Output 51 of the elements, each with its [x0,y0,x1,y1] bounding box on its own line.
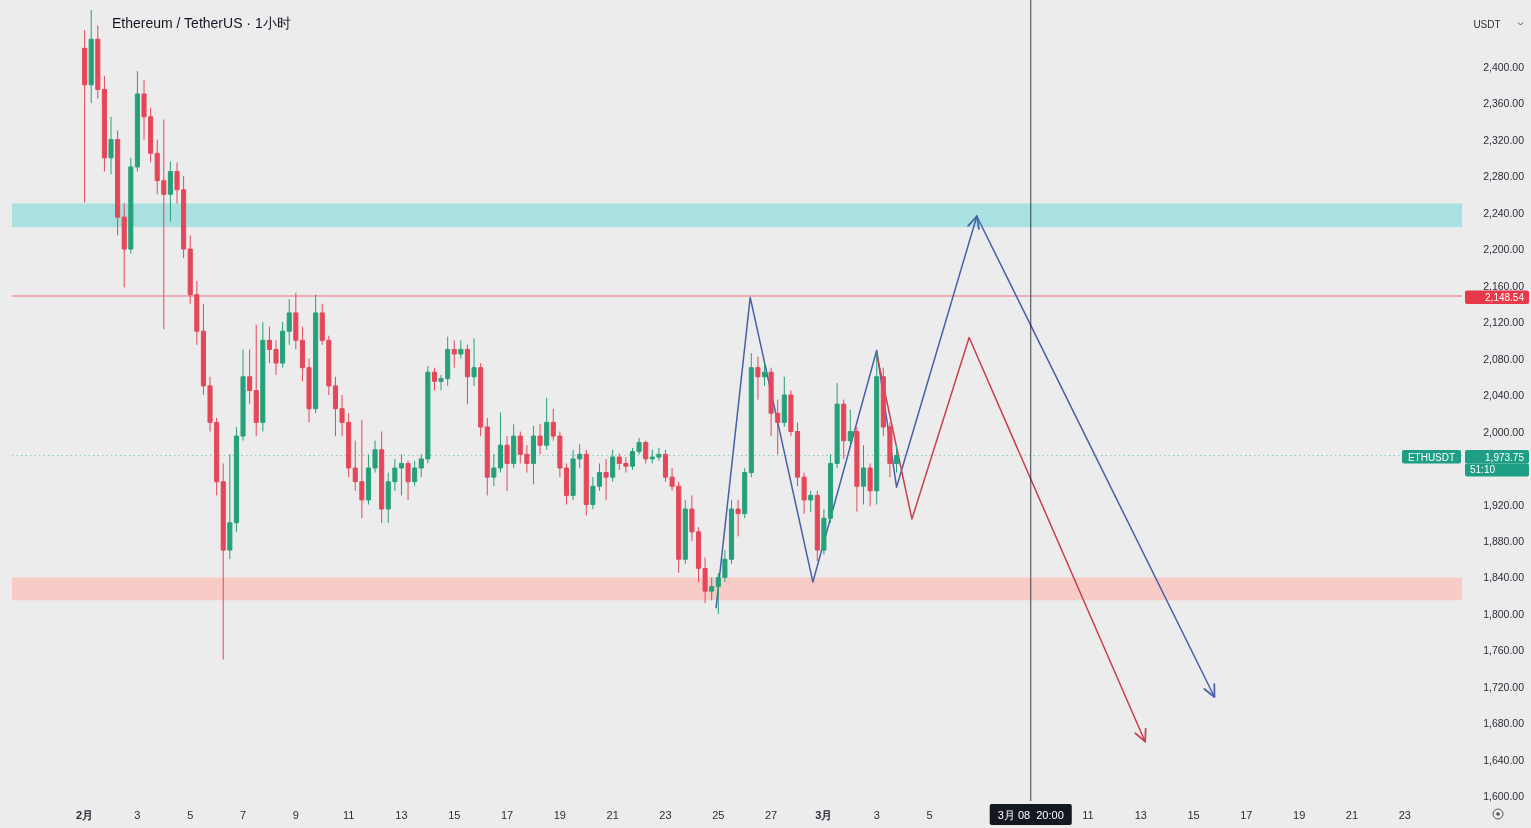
y-tick-label: 1,840.00 [1483,571,1525,584]
y-tick-label: 2,160.00 [1483,279,1525,292]
y-tick-label: 2,320.00 [1483,133,1525,146]
x-tick-label: 27 [764,809,778,821]
x-tick-label: 13 [1134,809,1147,821]
y-tick-label: 1,920.00 [1483,498,1525,511]
x-tick-label: 3月 [815,809,833,821]
x-tick-label: 25 [712,809,725,821]
y-tick-label: 2,360.00 [1483,97,1525,110]
y-tick-label: 2,080.00 [1483,352,1525,365]
y-tick-label: 1,800.00 [1483,607,1525,620]
text: 51:10 [1470,464,1496,476]
x-tick-label: 11 [1082,809,1094,821]
x-tick-label: 17 [1240,809,1253,821]
x-tick-label: 15 [448,809,461,821]
x-tick-label: 17 [500,809,514,821]
x-tick-label: 23 [1398,809,1411,821]
x-tick-label: 3 [873,809,880,821]
x-tick-label: 15 [1187,809,1200,821]
x-tick-label: 9 [292,809,299,821]
y-tick-label: 1,760.00 [1483,644,1525,657]
y-tick-label: 1,640.00 [1483,753,1525,766]
x-tick-label: 13 [395,809,408,821]
x-tick-label: 11 [342,809,355,821]
y-tick-label: 2,200.00 [1483,243,1525,256]
x-tick-label: 5 [926,809,933,821]
annotation: ETHUSDT [1407,451,1456,463]
y-tick-label: 2,280.00 [1483,170,1525,183]
y-tick-label: 1,600.00 [1483,790,1525,803]
ref-line-label: 1,973.75 [1485,451,1525,463]
ref-line-label: 3月 08 20:00 [997,809,1064,821]
y-tick-label: 2,400.00 [1483,60,1525,73]
x-tick-label: 23 [659,809,672,821]
x-tick-label: 7 [239,809,247,821]
text: Ethereum / TetherUS · 1小时 [112,15,291,31]
x-tick-label: 3 [134,809,141,821]
x-tick-label: 19 [1293,809,1306,821]
x-tick-label: 21 [606,809,619,821]
x-tick-label: 5 [187,809,194,821]
y-tick-label: 1,880.00 [1483,534,1525,547]
ref-line-label: 2,148.54 [1485,292,1525,304]
y-tick-label: 2,040.00 [1483,389,1525,402]
x-tick-label: 19 [553,809,566,821]
y-tick-label: 2,000.00 [1483,425,1525,438]
x-tick-label: 21 [1345,809,1359,821]
y-tick-label: 1,680.00 [1483,717,1525,730]
y-tick-label: 2,240.00 [1483,206,1525,219]
y-tick-label: 2,120.00 [1483,316,1525,329]
y-axis-title: USDT [1473,18,1501,30]
y-tick-label: 1,720.00 [1483,680,1525,693]
x-tick-label: 2月 [76,809,94,821]
